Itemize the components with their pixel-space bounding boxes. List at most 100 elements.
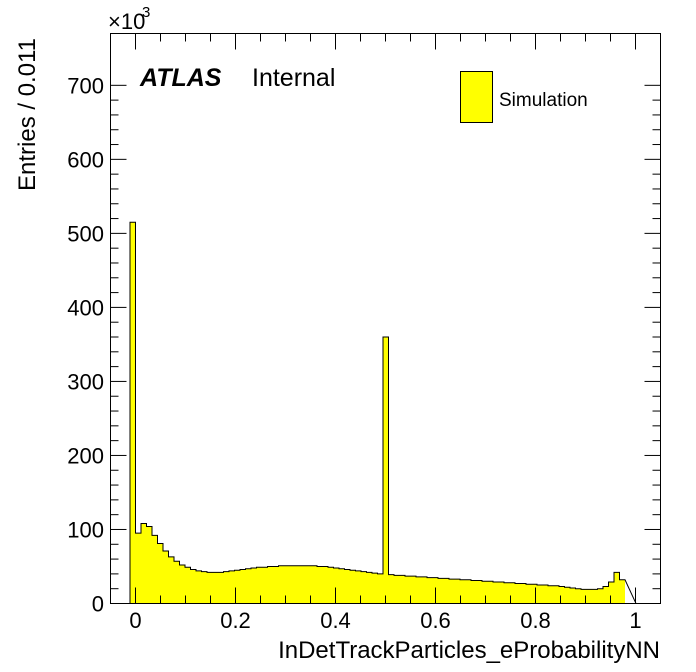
y-multiplier-label: ×10 — [108, 9, 145, 34]
histogram-bin — [553, 585, 559, 604]
histogram-bin — [614, 572, 620, 604]
histogram-bin — [559, 586, 565, 604]
legend-swatch — [460, 71, 493, 123]
histogram-bin — [570, 587, 576, 604]
histogram-bin — [262, 567, 268, 604]
y-tick-label: 200 — [67, 443, 104, 468]
histogram-bin — [284, 565, 290, 604]
histogram-bin — [394, 575, 400, 604]
y-tick-label: 0 — [92, 592, 104, 617]
histogram-bin — [295, 565, 301, 604]
plot-frame — [110, 33, 661, 604]
y-tick-label: 300 — [67, 369, 104, 394]
histogram-outline — [129, 221, 637, 604]
histogram-bin — [179, 565, 185, 604]
histogram-bin — [168, 556, 174, 604]
histogram-bin — [586, 589, 592, 604]
histogram-bin — [273, 566, 279, 604]
histogram-bin — [476, 580, 482, 604]
atlas-label: ATLAS — [139, 64, 222, 92]
histogram-bin — [196, 570, 202, 604]
internal-label: Internal — [252, 64, 335, 92]
histogram-bin — [421, 576, 427, 604]
histogram-bin — [190, 569, 196, 604]
y-tick-label: 500 — [67, 221, 104, 246]
histogram-bin — [306, 565, 312, 604]
histogram-bin — [575, 588, 581, 604]
histogram-bin — [146, 526, 152, 604]
histogram-bin — [504, 582, 510, 604]
y-multiplier-exponent: 3 — [142, 4, 150, 21]
histogram-bin — [405, 576, 411, 604]
histogram-bin — [410, 576, 416, 604]
histogram-bin — [163, 550, 169, 604]
histogram-bin — [185, 567, 191, 604]
histogram-bin — [515, 583, 521, 604]
histogram-bin — [487, 581, 493, 604]
histogram-bin — [157, 543, 163, 604]
histogram-bin — [388, 574, 394, 604]
histogram-bin — [443, 578, 449, 604]
histogram-bin — [234, 570, 240, 604]
histogram-bin — [141, 523, 147, 604]
histogram-bin — [267, 566, 273, 604]
histogram-bin — [416, 576, 422, 604]
histogram-bin — [328, 567, 334, 604]
x-tick-label: 0.4 — [320, 608, 351, 633]
axis-ticks — [110, 33, 661, 604]
histogram-bars — [129, 221, 637, 604]
x-tick-label: 0 — [129, 608, 141, 633]
histogram-bin — [438, 578, 444, 604]
x-tick-label: 0.2 — [220, 608, 251, 633]
histogram-bin — [350, 570, 356, 604]
histogram-bin — [152, 535, 158, 604]
histogram-bin — [531, 584, 537, 604]
y-tick-label: 700 — [67, 73, 104, 98]
histogram-bin — [608, 582, 614, 604]
y-tick-label: 600 — [67, 147, 104, 172]
histogram-bin — [493, 582, 499, 604]
histogram-bin — [317, 566, 323, 604]
y-tick-label: 400 — [67, 295, 104, 320]
legend-entry-simulation: Simulation — [499, 90, 588, 111]
histogram-bin — [597, 588, 603, 604]
y-tick-labels: 0 100 200 300 400 500 600 700 — [67, 73, 104, 616]
histogram-bin — [427, 577, 433, 604]
histogram-bin — [383, 337, 389, 604]
histogram-bin — [619, 579, 625, 604]
x-tick-label: 0.6 — [420, 608, 451, 633]
histogram-bin — [542, 584, 548, 604]
histogram-bin — [240, 569, 246, 604]
histogram-bin — [372, 573, 378, 604]
histogram-bin — [399, 575, 405, 604]
histogram-bin — [333, 567, 339, 604]
histogram-bin — [592, 589, 598, 604]
histogram-bin — [278, 565, 284, 604]
histogram-bin — [130, 222, 136, 604]
histogram-bin — [322, 566, 328, 604]
histogram-bin — [174, 561, 180, 604]
histogram-bin — [581, 589, 587, 604]
histogram-bin — [361, 571, 367, 604]
histogram-bin — [509, 582, 515, 604]
histogram-bin — [377, 573, 383, 604]
histogram-bin — [207, 572, 213, 604]
histogram-bin — [603, 586, 609, 604]
histogram-bin — [256, 567, 262, 604]
histogram-bin — [526, 584, 532, 604]
x-tick-labels: 0 0.2 0.4 0.6 0.8 1 — [129, 608, 641, 633]
histogram-bin — [460, 579, 466, 604]
histogram-bin — [366, 572, 372, 604]
histogram-bin — [245, 568, 251, 604]
histogram-bin — [454, 579, 460, 604]
histogram-bin — [135, 533, 141, 604]
histogram-bin — [201, 571, 207, 604]
y-axis-title: Entries / 0.011 — [14, 38, 41, 191]
histogram-bin — [212, 572, 218, 604]
histogram-bin — [289, 565, 295, 604]
histogram-bin — [548, 585, 554, 604]
histogram-bin — [498, 582, 504, 604]
y-tick-label: 100 — [67, 517, 104, 542]
